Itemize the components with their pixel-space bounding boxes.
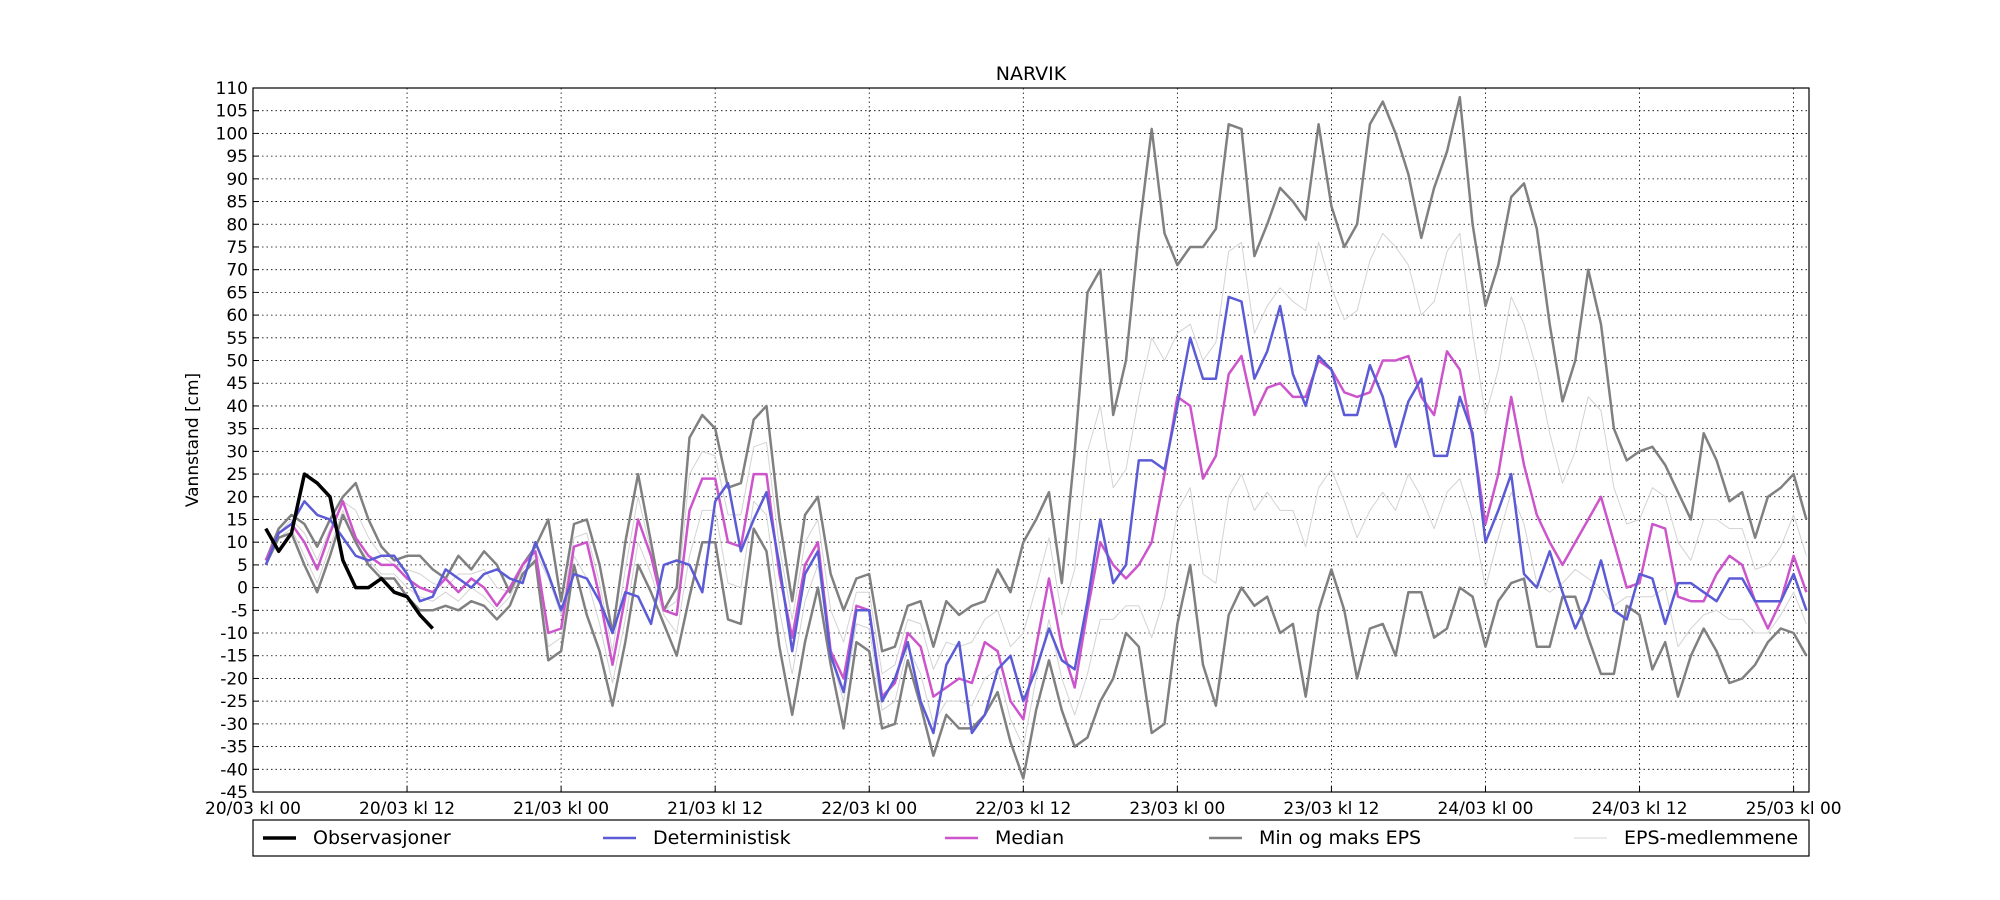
y-tick-label: 60: [226, 306, 248, 326]
legend-label: Min og maks EPS: [1259, 827, 1421, 849]
legend-box: [252, 819, 1810, 857]
y-tick-label: 55: [226, 329, 248, 349]
y-tick-label: -25: [220, 692, 248, 712]
y-tick-label: 5: [237, 556, 248, 576]
legend-label: Median: [995, 827, 1064, 849]
series-line: [264, 350, 1808, 721]
chart-title: NARVIK: [996, 63, 1067, 85]
y-axis-label: Vannstand [cm]: [183, 373, 203, 507]
x-tick-label: 23/03 kl 00: [1129, 799, 1225, 819]
y-tick-label: -15: [220, 647, 248, 667]
y-tick-label: 15: [226, 510, 248, 530]
y-tick-label: 85: [226, 193, 248, 213]
eps-min-line: [264, 513, 1808, 780]
y-tick-label: -20: [220, 669, 248, 689]
y-tick-label: 90: [226, 170, 248, 190]
y-tick-label: -10: [220, 624, 248, 644]
y-tick-label: 10: [226, 533, 248, 553]
y-tick-label: 70: [226, 261, 248, 281]
x-tick-label: 23/03 kl 12: [1283, 799, 1379, 819]
y-tick-label: 110: [216, 79, 248, 99]
y-tick-label: 0: [237, 579, 248, 599]
y-tick-label: 35: [226, 420, 248, 440]
y-tick-label: 95: [226, 147, 248, 167]
y-tick-label: 65: [226, 283, 248, 303]
series-line: [264, 295, 1808, 735]
x-tick-label: 24/03 kl 00: [1437, 799, 1533, 819]
y-tick-label: 20: [226, 488, 248, 508]
x-tick-label: 20/03 kl 00: [205, 799, 301, 819]
y-tick-label: -45: [220, 783, 248, 803]
plot-background: [253, 88, 1809, 792]
y-tick-label: 80: [226, 215, 248, 235]
x-tick-label: 25/03 kl 00: [1746, 799, 1842, 819]
legend-label: Deterministisk: [653, 827, 791, 849]
x-tick-label: 22/03 kl 00: [821, 799, 917, 819]
x-tick-label: 22/03 kl 12: [975, 799, 1071, 819]
legend-label: Observasjoner: [313, 827, 451, 849]
y-tick-label: -5: [231, 601, 248, 621]
y-tick-label: 40: [226, 397, 248, 417]
y-tick-label: 75: [226, 238, 248, 258]
y-tick-label: -40: [220, 760, 248, 780]
eps-member-line: [265, 469, 1807, 748]
y-tick-label: 100: [216, 124, 248, 144]
x-tick-label: 24/03 kl 12: [1592, 799, 1688, 819]
plot-frame: [252, 87, 1810, 793]
y-tick-label: 50: [226, 352, 248, 372]
series-line: [264, 472, 434, 630]
y-tick-label: 25: [226, 465, 248, 485]
x-tick-label: 20/03 kl 12: [359, 799, 455, 819]
x-tick-label: 21/03 kl 00: [513, 799, 609, 819]
y-tick-label: 45: [226, 374, 248, 394]
y-tick-label: -30: [220, 715, 248, 735]
legend-label: EPS-medlemmene: [1624, 827, 1798, 849]
y-tick-label: 30: [226, 442, 248, 462]
x-tick-label: 21/03 kl 12: [667, 799, 763, 819]
y-tick-label: -35: [220, 738, 248, 758]
y-tick-label: 105: [216, 102, 248, 122]
